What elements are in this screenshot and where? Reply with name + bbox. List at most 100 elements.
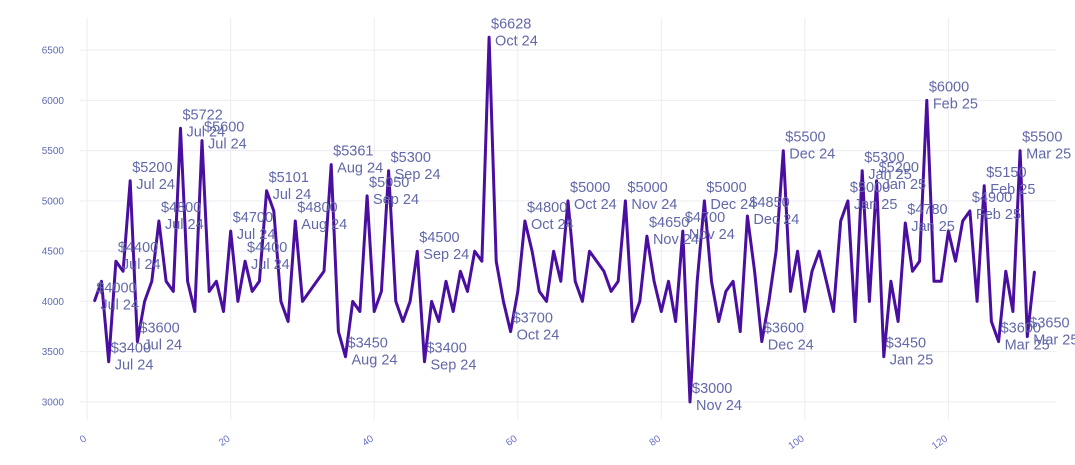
data-point xyxy=(301,300,304,303)
data-label-value: $5300 xyxy=(391,150,431,166)
data-point xyxy=(811,270,813,273)
series-line xyxy=(92,35,1036,404)
data-point xyxy=(538,290,541,293)
data-label-value: $3400 xyxy=(111,341,151,357)
data-point xyxy=(818,250,820,252)
data-label-value: $3650 xyxy=(1029,316,1069,332)
x-tick-label: 60 xyxy=(504,433,520,449)
data-label-value: $3700 xyxy=(513,311,553,327)
data-point xyxy=(689,401,691,403)
data-label-value: $5500 xyxy=(1022,130,1062,146)
data-label-value: $4780 xyxy=(907,202,947,218)
data-point xyxy=(258,280,261,283)
data-point xyxy=(610,290,612,293)
data-point xyxy=(825,280,828,283)
x-tick-label: 20 xyxy=(217,433,233,449)
x-tick-label: 40 xyxy=(361,433,377,449)
data-point xyxy=(574,280,576,283)
data-point xyxy=(516,290,519,293)
data-point xyxy=(222,310,225,313)
data-point xyxy=(839,220,842,222)
data-point xyxy=(674,320,677,323)
data-point xyxy=(423,360,426,363)
data-label-value: $5000 xyxy=(850,180,890,196)
data-label-month: Jul 24 xyxy=(186,124,225,140)
data-label-month: Dec 24 xyxy=(768,338,814,354)
data-point xyxy=(509,330,512,333)
data-label-value: $4900 xyxy=(972,190,1012,206)
data-label-value: $4400 xyxy=(247,240,287,256)
data-point xyxy=(316,280,318,283)
x-tick-label: 0 xyxy=(78,433,89,445)
data-label-value: $4650 xyxy=(649,215,689,231)
y-tick-label: 5000 xyxy=(42,196,65,207)
data-point xyxy=(100,280,103,283)
data-point xyxy=(344,355,347,358)
data-label-value: $5200 xyxy=(132,160,172,176)
data-label-month: Oct 24 xyxy=(495,33,538,49)
data-point xyxy=(882,355,885,358)
data-point xyxy=(990,320,993,323)
data-label-month: Jul 24 xyxy=(237,227,276,243)
data-point xyxy=(545,300,548,303)
data-point xyxy=(93,300,96,303)
data-label-month: Jul 24 xyxy=(122,257,161,273)
data-point xyxy=(983,185,986,187)
data-point xyxy=(567,200,569,202)
data-point xyxy=(208,290,210,293)
data-point xyxy=(143,300,146,303)
data-point xyxy=(186,280,189,283)
data-point xyxy=(603,270,605,273)
data-label-month: Jan 25 xyxy=(911,219,955,235)
data-label-value: $5101 xyxy=(269,170,309,186)
data-label-month: Nov 24 xyxy=(653,232,699,248)
data-point xyxy=(495,260,498,263)
y-axis: 3000 3500 4000 4500 5000 5500 6000 6500 xyxy=(42,46,65,409)
data-point xyxy=(595,260,598,263)
data-label-value: $6000 xyxy=(929,79,969,95)
data-point xyxy=(660,310,663,313)
data-point xyxy=(696,280,698,283)
data-point xyxy=(323,270,325,273)
data-label-month: Dec 24 xyxy=(710,197,756,213)
data-label-month: Aug 24 xyxy=(301,217,347,233)
data-label-month: Sep 24 xyxy=(430,358,476,374)
data-point xyxy=(1012,310,1014,313)
data-point xyxy=(746,215,749,217)
y-tick-label: 3000 xyxy=(42,397,65,408)
data-point xyxy=(624,200,627,202)
data-point xyxy=(473,250,476,252)
data-label-value: $4800 xyxy=(297,200,337,216)
data-label-value: $4500 xyxy=(419,230,459,246)
data-point xyxy=(911,270,914,273)
data-point xyxy=(524,220,526,222)
data-point xyxy=(244,260,246,263)
data-point xyxy=(466,290,469,293)
data-point xyxy=(330,163,332,166)
data-label-value: $5600 xyxy=(204,120,244,136)
data-point xyxy=(897,320,899,323)
y-tick-label: 4000 xyxy=(42,297,65,308)
data-point xyxy=(617,280,620,283)
data-label-month: Jul 24 xyxy=(100,297,139,313)
data-point xyxy=(165,280,167,283)
data-point xyxy=(796,250,799,252)
data-point xyxy=(653,280,655,283)
data-point xyxy=(488,36,490,39)
data-point xyxy=(997,340,1000,343)
data-label-month: Nov 24 xyxy=(631,197,677,213)
data-point xyxy=(452,310,454,313)
data-point xyxy=(394,300,397,303)
data-point xyxy=(969,210,971,212)
data-point xyxy=(804,310,806,313)
y-tick-label: 3500 xyxy=(42,347,65,358)
data-label-value: $4400 xyxy=(118,240,158,256)
data-point xyxy=(703,200,706,202)
data-label-value: $3600 xyxy=(764,321,804,337)
data-point xyxy=(122,270,124,273)
data-point xyxy=(402,320,404,323)
data-point xyxy=(890,280,892,283)
data-point xyxy=(904,222,907,224)
